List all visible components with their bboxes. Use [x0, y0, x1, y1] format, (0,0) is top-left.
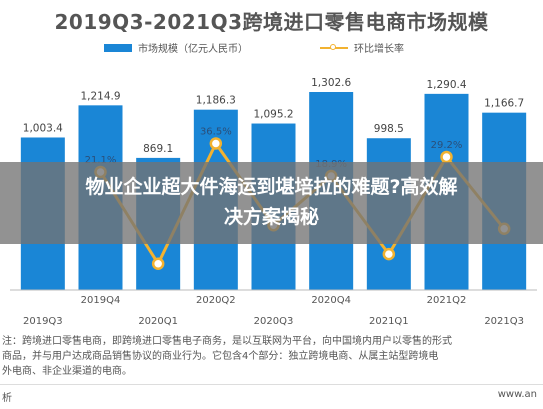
overlay-line-1: 物业企业超大件海运到堪培拉的难题?高效解: [85, 176, 458, 198]
footer-source: 析: [2, 393, 12, 404]
bar-value-label: 998.5: [374, 123, 404, 135]
growth-rate-label: 36.5%: [200, 126, 232, 137]
footnote-line-2: 商品，并与用户达成商品销售协议的商业行为。它包含4个部分：独立跨境电商、从属主站…: [2, 351, 439, 362]
growth-rate-point: [209, 137, 223, 150]
growth-rate-label: 29.2%: [431, 140, 463, 151]
x-tick-label: 2021Q3: [484, 316, 524, 327]
footnote-line-3: 外电商、非企业渠道的电商。: [2, 366, 132, 377]
x-tick-label: 2020Q4: [311, 295, 351, 306]
x-tick-label: 2020Q2: [196, 295, 236, 306]
growth-rate-point: [440, 150, 453, 164]
chart-title: 2019Q3-2021Q3跨境进口零售电商市场规模: [54, 10, 489, 34]
bar-value-label: 1,166.7: [484, 98, 524, 110]
bar-value-label: 1,095.2: [253, 109, 293, 121]
x-tick-label: 2020Q3: [254, 316, 294, 327]
bar-value-label: 1,214.9: [80, 90, 120, 102]
legend-line-swatch: [320, 43, 348, 50]
bar-value-label: 1,186.3: [196, 95, 236, 107]
x-tick-label: 2021Q2: [427, 295, 467, 306]
x-tick-label: 2021Q1: [369, 316, 409, 327]
legend-item-bar: 市场规模（亿元人民币）: [104, 40, 248, 55]
growth-rate-point: [382, 247, 396, 261]
legend-item-line: 环比增长率: [320, 40, 404, 55]
legend-bar-swatch: [104, 43, 132, 52]
overlay-line-2: 决方案揭秘: [223, 206, 319, 228]
footnote: 注：跨境进口零售电商，即跨境进口零售电子商务，是以互联网为平台，向中国境内用户以…: [0, 334, 543, 379]
bar-value-label: 1,003.4: [23, 122, 63, 134]
x-tick-label: 2019Q4: [81, 295, 121, 306]
legend-label-line: 环比增长率: [354, 44, 404, 55]
legend-label-bar: 市场规模（亿元人民币）: [138, 44, 248, 55]
footer-watermark: www.an: [497, 389, 537, 400]
bar-value-label: 1,302.6: [311, 77, 351, 89]
x-tick-label: 2019Q3: [23, 316, 63, 327]
bar-value-label: 869.1: [143, 143, 173, 155]
growth-rate-point: [151, 257, 165, 270]
bar-value-label: 1,290.4: [426, 79, 466, 91]
footnote-line-1: 注：跨境进口零售电商，即跨境进口零售电子商务，是以互联网为平台，向中国境内用户以…: [2, 336, 452, 347]
overlay-banner: [0, 162, 543, 244]
overlay-headline: 物业企业超大件海运到堪培拉的难题?高效解 决方案揭秘: [12, 172, 531, 232]
x-tick-label: 2020Q1: [138, 316, 178, 327]
growth-rate-label: 21.1%: [85, 155, 117, 166]
footer-bar: 析 www.an: [0, 384, 543, 409]
